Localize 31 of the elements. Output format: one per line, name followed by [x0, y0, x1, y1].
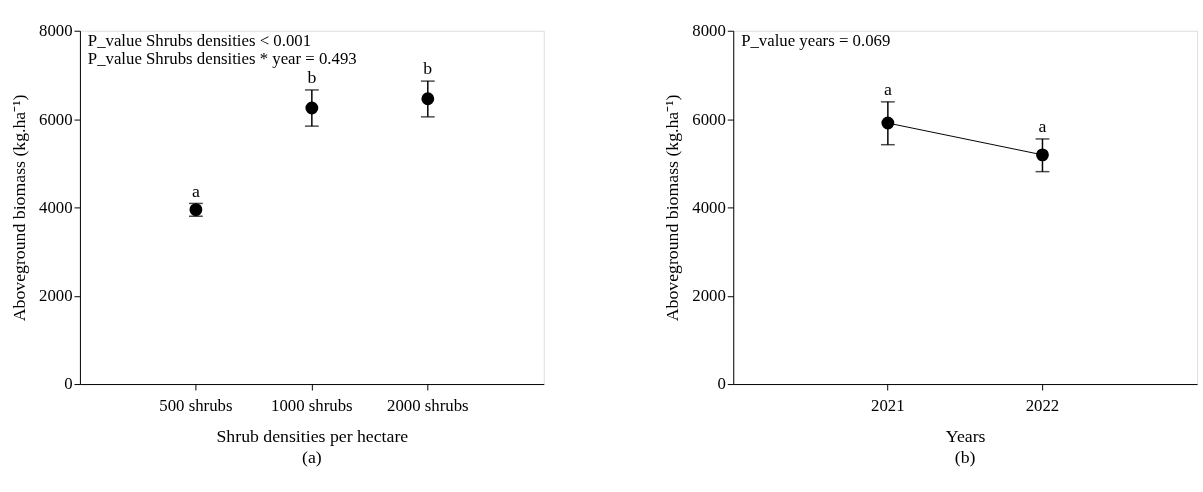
x-tick-label: 2000 shrubs	[387, 396, 469, 416]
y-tick-label: 4000	[692, 197, 726, 217]
y-tick-label: 0	[64, 374, 73, 394]
y-axis-title: Aboveground biomass (kg.ha⁻¹)	[9, 94, 30, 322]
annotation: a	[1038, 116, 1047, 137]
y-tick-label: 8000	[39, 21, 73, 41]
y-tick-label: 6000	[39, 109, 73, 129]
text: (b)	[954, 447, 976, 468]
annotation: a	[883, 78, 892, 99]
y-axis-title: Aboveground biomass (kg.ha⁻¹)	[662, 94, 683, 322]
x-tick-label: 500 shrubs	[159, 396, 233, 416]
point	[421, 92, 435, 106]
annotation: P_value Shrubs densities < 0.001	[87, 30, 312, 50]
x-tick-label: 1000 shrubs	[271, 396, 353, 416]
y-tick-label: 0	[717, 374, 726, 394]
y-tick-label: 6000	[692, 109, 726, 129]
x-tick-label: 2022	[1025, 396, 1060, 416]
annotation: P_value Shrubs densities * year = 0.493	[87, 49, 357, 69]
point	[305, 101, 319, 115]
x-axis-title: Years	[945, 425, 986, 446]
x-axis-title: Shrub densities per hectare	[216, 425, 409, 446]
y-tick-label: 2000	[692, 286, 726, 306]
y-tick-label: 2000	[39, 286, 73, 306]
annotation: b	[307, 67, 317, 88]
text: (a)	[302, 447, 322, 468]
x-tick-label: 2021	[871, 396, 905, 416]
annotation: a	[191, 180, 200, 201]
annotation: b	[423, 58, 433, 79]
annotation: P_value years = 0.069	[741, 30, 891, 50]
y-tick-label: 8000	[692, 21, 726, 41]
y-tick-label: 4000	[39, 197, 73, 217]
